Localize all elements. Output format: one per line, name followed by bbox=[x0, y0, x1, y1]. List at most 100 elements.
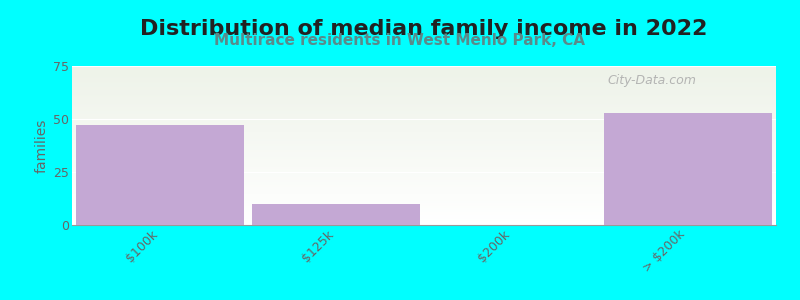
Bar bbox=[72, 147, 776, 148]
Bar bbox=[72, 216, 776, 217]
Bar bbox=[72, 97, 776, 98]
Bar bbox=[72, 115, 776, 116]
Bar bbox=[72, 194, 776, 195]
Text: City-Data.com: City-Data.com bbox=[607, 74, 696, 87]
Bar bbox=[72, 85, 776, 86]
Bar bbox=[72, 125, 776, 126]
Bar bbox=[72, 66, 776, 67]
Bar bbox=[72, 139, 776, 140]
Bar bbox=[72, 89, 776, 90]
Bar bbox=[72, 121, 776, 122]
Bar bbox=[72, 157, 776, 158]
Bar bbox=[72, 113, 776, 114]
Bar bbox=[72, 82, 776, 83]
Bar bbox=[72, 159, 776, 160]
Bar bbox=[72, 217, 776, 218]
Bar bbox=[72, 193, 776, 194]
Bar bbox=[72, 141, 776, 142]
Bar bbox=[72, 175, 776, 176]
Bar bbox=[72, 74, 776, 75]
Bar bbox=[72, 99, 776, 100]
Bar bbox=[72, 189, 776, 190]
Bar bbox=[72, 152, 776, 153]
Bar bbox=[72, 106, 776, 107]
Bar bbox=[72, 71, 776, 72]
Bar bbox=[72, 123, 776, 124]
Bar bbox=[72, 186, 776, 187]
Bar bbox=[72, 176, 776, 177]
Bar bbox=[72, 192, 776, 193]
Bar bbox=[72, 178, 776, 179]
Bar bbox=[72, 168, 776, 169]
Bar bbox=[72, 164, 776, 165]
Bar bbox=[72, 101, 776, 102]
Bar bbox=[72, 170, 776, 171]
Bar bbox=[72, 90, 776, 91]
Bar bbox=[72, 95, 776, 96]
Bar bbox=[72, 213, 776, 214]
Bar bbox=[72, 197, 776, 198]
Bar bbox=[72, 118, 776, 119]
Bar bbox=[72, 185, 776, 186]
Bar bbox=[72, 126, 776, 127]
Bar bbox=[72, 102, 776, 103]
Bar bbox=[72, 108, 776, 109]
Bar bbox=[72, 103, 776, 104]
Bar bbox=[72, 220, 776, 221]
Bar bbox=[72, 75, 776, 76]
Bar bbox=[72, 145, 776, 146]
Bar bbox=[72, 165, 776, 166]
Bar bbox=[72, 211, 776, 212]
Bar bbox=[72, 107, 776, 108]
Bar bbox=[72, 146, 776, 147]
Bar bbox=[72, 116, 776, 117]
Bar bbox=[72, 120, 776, 121]
Bar bbox=[72, 68, 776, 69]
Bar bbox=[72, 188, 776, 189]
Y-axis label: families: families bbox=[35, 118, 49, 173]
Bar bbox=[72, 201, 776, 202]
Bar bbox=[72, 218, 776, 219]
Bar bbox=[72, 84, 776, 85]
Bar bbox=[72, 180, 776, 181]
Bar bbox=[72, 148, 776, 149]
Bar bbox=[72, 72, 776, 73]
Bar bbox=[72, 112, 776, 113]
Bar bbox=[72, 160, 776, 161]
Bar bbox=[72, 88, 776, 89]
Bar bbox=[72, 81, 776, 82]
Bar bbox=[72, 128, 776, 129]
Bar bbox=[72, 199, 776, 200]
Bar bbox=[72, 153, 776, 154]
Bar bbox=[72, 143, 776, 144]
Bar bbox=[72, 208, 776, 209]
Bar bbox=[72, 158, 776, 159]
Bar bbox=[72, 133, 776, 134]
Bar bbox=[72, 173, 776, 174]
Bar bbox=[72, 182, 776, 183]
Bar bbox=[72, 98, 776, 99]
Bar bbox=[72, 219, 776, 220]
Bar bbox=[72, 222, 776, 223]
Bar bbox=[72, 79, 776, 80]
Bar bbox=[72, 114, 776, 115]
Bar bbox=[72, 144, 776, 145]
Bar bbox=[72, 163, 776, 164]
Bar bbox=[72, 105, 776, 106]
Bar bbox=[72, 215, 776, 216]
Bar bbox=[253, 204, 420, 225]
Bar bbox=[72, 179, 776, 180]
Bar bbox=[72, 167, 776, 168]
Title: Distribution of median family income in 2022: Distribution of median family income in … bbox=[140, 20, 708, 39]
Bar bbox=[72, 134, 776, 135]
Bar bbox=[72, 129, 776, 130]
Bar bbox=[72, 138, 776, 139]
Bar bbox=[72, 212, 776, 213]
Bar bbox=[72, 140, 776, 141]
Bar bbox=[72, 156, 776, 157]
Bar bbox=[72, 209, 776, 210]
Bar bbox=[72, 122, 776, 123]
Bar bbox=[72, 77, 776, 78]
Bar bbox=[72, 187, 776, 188]
Bar bbox=[72, 93, 776, 94]
